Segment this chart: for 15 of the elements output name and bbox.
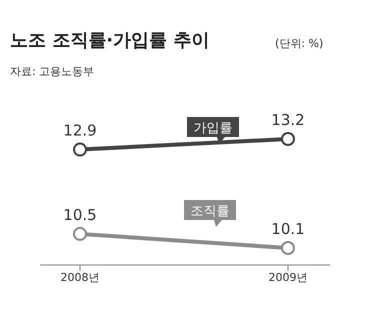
point	[281, 132, 295, 146]
data-label: 10.5	[63, 206, 97, 224]
data-label: 13.2	[271, 111, 305, 129]
point	[73, 142, 87, 157]
text: 자료: 고용노동부	[10, 64, 94, 79]
chart-title: 노조 조직률·가입률 추이	[10, 29, 210, 52]
point	[281, 241, 295, 255]
series-label: 조직률	[190, 204, 230, 219]
point	[73, 226, 87, 241]
series-label: 가입률	[194, 121, 232, 136]
data-label: 10.1	[271, 220, 305, 238]
x-tick-label: 2009년	[268, 270, 308, 284]
data-label: 12.9	[63, 122, 97, 140]
text: (단위: %)	[275, 36, 324, 51]
x-tick-label: 2008년	[60, 270, 100, 284]
